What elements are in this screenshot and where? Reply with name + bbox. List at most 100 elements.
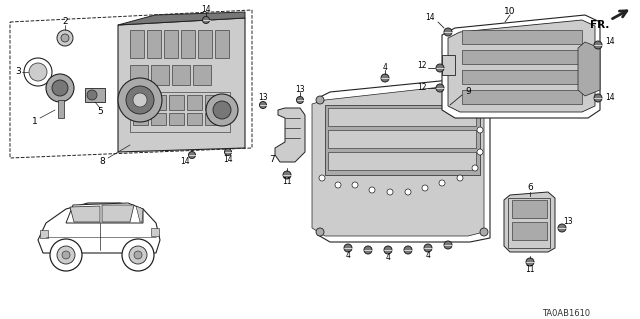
Circle shape	[259, 101, 266, 108]
Circle shape	[24, 58, 52, 86]
Bar	[462, 90, 582, 104]
Bar	[328, 152, 476, 170]
Circle shape	[369, 187, 375, 193]
Polygon shape	[578, 42, 600, 96]
Circle shape	[444, 28, 452, 36]
Bar	[169, 113, 184, 125]
Bar	[325, 105, 480, 175]
Text: 12: 12	[417, 84, 427, 93]
Circle shape	[352, 182, 358, 188]
Circle shape	[436, 64, 444, 72]
Bar	[187, 95, 202, 110]
Text: 7: 7	[269, 155, 275, 165]
Text: 14: 14	[223, 154, 233, 164]
Bar	[58, 100, 64, 118]
Text: 11: 11	[525, 265, 535, 275]
Circle shape	[206, 94, 238, 126]
Circle shape	[472, 165, 478, 171]
Bar	[130, 65, 148, 85]
Bar	[151, 228, 159, 236]
Circle shape	[225, 149, 232, 155]
Bar	[508, 198, 550, 248]
Text: 1: 1	[32, 117, 38, 127]
Polygon shape	[504, 192, 555, 252]
Polygon shape	[66, 203, 143, 223]
Circle shape	[387, 189, 393, 195]
Polygon shape	[102, 205, 134, 222]
Bar	[328, 130, 476, 148]
Bar	[172, 65, 190, 85]
Bar	[462, 50, 582, 64]
Text: 14: 14	[605, 38, 615, 47]
Polygon shape	[442, 15, 600, 118]
Text: 13: 13	[258, 93, 268, 102]
Bar	[205, 95, 220, 110]
Bar	[133, 113, 148, 125]
Bar	[85, 88, 105, 102]
Circle shape	[283, 171, 291, 179]
Circle shape	[62, 251, 70, 259]
Circle shape	[477, 127, 483, 133]
Bar	[512, 222, 547, 240]
Circle shape	[436, 84, 444, 92]
Circle shape	[202, 17, 209, 24]
Circle shape	[422, 185, 428, 191]
Text: 10: 10	[504, 8, 516, 17]
Circle shape	[296, 97, 303, 103]
Circle shape	[316, 96, 324, 104]
Text: 13: 13	[295, 85, 305, 93]
Circle shape	[594, 41, 602, 49]
Polygon shape	[442, 55, 455, 75]
Bar	[151, 65, 169, 85]
Circle shape	[87, 90, 97, 100]
Bar	[130, 30, 144, 58]
Circle shape	[316, 228, 324, 236]
Bar	[462, 70, 582, 84]
Polygon shape	[70, 206, 100, 222]
Circle shape	[558, 224, 566, 232]
Text: 4: 4	[385, 254, 390, 263]
Circle shape	[364, 246, 372, 254]
Bar	[164, 30, 178, 58]
Bar	[133, 95, 148, 110]
Text: 5: 5	[97, 108, 103, 116]
Bar	[187, 113, 202, 125]
Circle shape	[29, 63, 47, 81]
Text: 6: 6	[527, 183, 533, 192]
Bar	[151, 95, 166, 110]
Polygon shape	[118, 12, 245, 25]
Polygon shape	[448, 20, 595, 112]
Circle shape	[477, 149, 483, 155]
Text: 9: 9	[465, 87, 471, 97]
Text: 14: 14	[425, 13, 435, 23]
Bar	[462, 30, 582, 44]
Polygon shape	[275, 108, 305, 162]
Circle shape	[480, 228, 488, 236]
Circle shape	[213, 101, 231, 119]
Circle shape	[57, 30, 73, 46]
Text: 14: 14	[201, 4, 211, 13]
Circle shape	[439, 180, 445, 186]
Bar	[512, 200, 547, 218]
Circle shape	[189, 152, 195, 159]
Circle shape	[319, 175, 325, 181]
Text: 3: 3	[15, 68, 21, 77]
Circle shape	[594, 94, 602, 102]
Circle shape	[424, 244, 432, 252]
Circle shape	[444, 241, 452, 249]
Text: 12: 12	[417, 61, 427, 70]
Circle shape	[118, 78, 162, 122]
Circle shape	[133, 93, 147, 107]
Text: 14: 14	[605, 93, 615, 102]
Polygon shape	[312, 84, 484, 236]
Circle shape	[122, 239, 154, 271]
Polygon shape	[38, 203, 160, 253]
Circle shape	[335, 182, 341, 188]
Bar	[181, 30, 195, 58]
Text: 11: 11	[282, 177, 292, 187]
Polygon shape	[318, 78, 490, 242]
Circle shape	[384, 246, 392, 254]
Circle shape	[344, 244, 352, 252]
Text: 4: 4	[426, 251, 431, 261]
Text: FR.: FR.	[590, 20, 610, 30]
